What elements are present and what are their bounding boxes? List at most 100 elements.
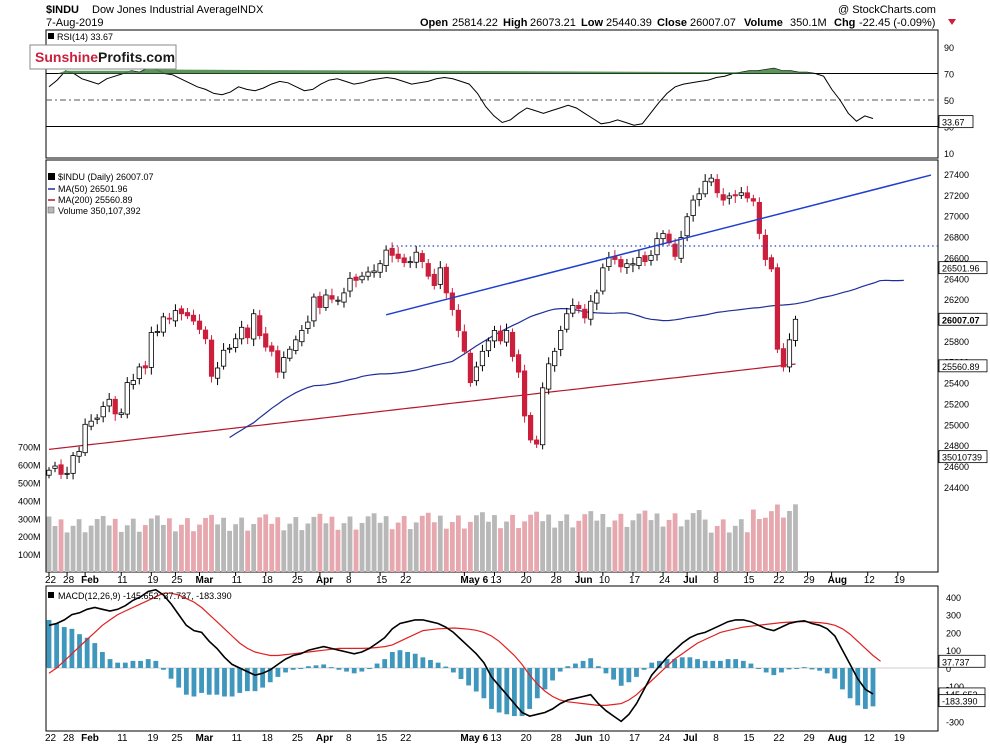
volume-bar (311, 516, 317, 572)
candle-body (190, 314, 197, 322)
volume-tick-label: 300M (18, 514, 41, 524)
macd-histogram-bar (145, 659, 151, 668)
volume-bar (191, 531, 196, 572)
logo-text-profits: Profits (98, 49, 143, 65)
macd-x-tick-label: 8 (713, 733, 719, 744)
macd-histogram-bar (306, 666, 311, 668)
macd-histogram-bar (779, 668, 784, 673)
ma200-line (48, 363, 796, 450)
macd-histogram-bar (672, 659, 678, 668)
candle-body (359, 275, 365, 281)
volume-bar (287, 523, 293, 572)
macd-histogram-bar (351, 668, 357, 674)
macd-histogram-bar (214, 668, 220, 695)
macd-histogram-bar (61, 627, 67, 668)
candle-body (413, 251, 419, 263)
volume-legend-label: Volume 350,107,392 (58, 206, 141, 216)
close-label: Close (657, 17, 687, 29)
candle-body (660, 233, 666, 240)
volume-bar (449, 522, 455, 572)
macd-legend: MACD(12,26,9) -145.652, 37.737, -183.390 (48, 591, 232, 601)
volume-bar (371, 513, 377, 572)
candle-body (528, 414, 534, 441)
price-x-tick-label: Mar (196, 575, 214, 586)
price-x-tick-label: 24 (659, 575, 671, 586)
macd-histogram-bar (229, 668, 235, 697)
price-tick-label: 24800 (944, 441, 969, 451)
macd-histogram-bar (466, 668, 472, 686)
volume-bar (570, 527, 576, 572)
volume-bar (672, 513, 678, 572)
macd-x-tick-label: Jul (683, 733, 698, 744)
candle-body (401, 257, 407, 264)
candle-body (546, 363, 552, 390)
volume-bar (227, 530, 232, 572)
candle-body (383, 249, 389, 266)
macd-histogram-bar (740, 660, 746, 668)
macd-histogram-bar (840, 668, 845, 690)
volume-bar (612, 520, 618, 572)
macd-tick-label: 200 (946, 628, 961, 638)
macd-x-tick-label: 8 (346, 733, 352, 744)
candle-body (690, 199, 696, 216)
candle-body (281, 357, 287, 373)
candle-body (46, 469, 52, 476)
macd-histogram-bar (656, 660, 662, 668)
macd-histogram-bar (626, 668, 632, 683)
price-tick-label: 27400 (944, 170, 969, 180)
volume-bar (383, 516, 389, 572)
macd-histogram-bar (443, 666, 449, 668)
macd-histogram-bar (550, 668, 555, 681)
high-label: High (503, 17, 528, 29)
macd-histogram-bar (107, 659, 113, 668)
price-tick-label: 24600 (944, 462, 969, 472)
macd-histogram-bar (397, 650, 403, 668)
candle-body (762, 234, 768, 260)
price-x-tick-label: 22 (45, 575, 57, 586)
candle-body (70, 455, 76, 474)
ma50-line (229, 279, 904, 439)
volume-bar (468, 521, 473, 572)
macd-histogram-bar (519, 668, 525, 717)
volume-bar (64, 532, 70, 572)
macd-x-tick-label: Mar (196, 733, 214, 744)
candle-body (678, 237, 684, 259)
macd-histogram-bar (153, 660, 159, 668)
macd-histogram-bar (702, 660, 708, 668)
candle-body (335, 299, 341, 302)
volume-bar (88, 525, 94, 572)
candle-body (251, 313, 257, 340)
volume-bar (389, 529, 395, 572)
price-x-tick-label: 25 (292, 575, 304, 586)
macd-histogram-bar (244, 668, 250, 692)
volume-bar (534, 511, 540, 572)
volume-bar (594, 520, 600, 572)
macd-histogram-bar (252, 668, 258, 692)
price-tick-label: 25200 (944, 399, 969, 409)
macd-histogram-bar (634, 668, 639, 677)
volume-tick-label: 500M (18, 479, 41, 489)
axis-labels: 907050301033.672740027200270002680026600… (18, 43, 988, 744)
macd-flag-label: -183.390 (942, 697, 978, 707)
candle-body (257, 315, 263, 337)
candle-body (341, 292, 347, 303)
macd-histogram-bar (687, 657, 693, 668)
price-x-tick-label: 20 (521, 575, 533, 586)
macd-histogram-bar (481, 668, 487, 699)
price-flag-box (938, 359, 988, 373)
volume-bar (793, 504, 798, 572)
volume-value: 350.1M (790, 17, 827, 29)
volume-bar (504, 521, 509, 572)
price-x-tick-label: 12 (864, 575, 876, 586)
macd-x-tick-label: 20 (521, 733, 533, 744)
volume-bar (197, 524, 202, 572)
macd-x-tick-label: Aug (828, 733, 847, 744)
candle-body (112, 398, 118, 415)
volume-bar (94, 519, 100, 572)
symbol-label: $INDU (46, 4, 79, 16)
volume-tick-label: 200M (18, 532, 41, 542)
volume-bar (546, 514, 552, 572)
macd-x-tick-label: 28 (63, 733, 75, 744)
candle-body (720, 194, 726, 201)
candle-body (491, 330, 498, 342)
